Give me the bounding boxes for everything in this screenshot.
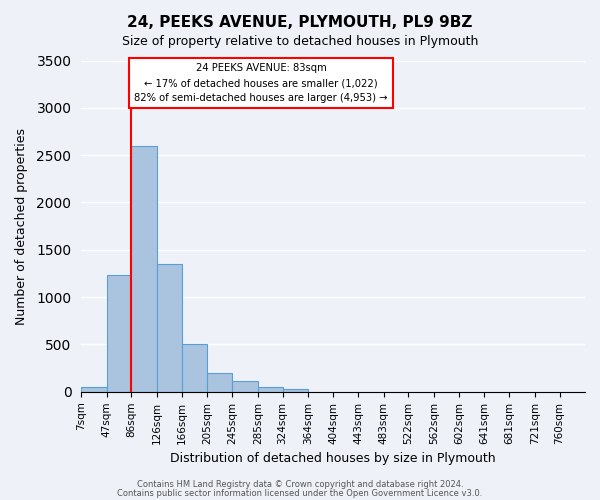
- Text: 24, PEEKS AVENUE, PLYMOUTH, PL9 9BZ: 24, PEEKS AVENUE, PLYMOUTH, PL9 9BZ: [127, 15, 473, 30]
- Bar: [107, 276, 131, 392]
- Y-axis label: Number of detached properties: Number of detached properties: [15, 128, 28, 324]
- Bar: [81, 387, 107, 392]
- Bar: [258, 387, 283, 392]
- Bar: [182, 344, 207, 392]
- Bar: [131, 146, 157, 392]
- X-axis label: Distribution of detached houses by size in Plymouth: Distribution of detached houses by size …: [170, 452, 496, 465]
- Text: Contains public sector information licensed under the Open Government Licence v3: Contains public sector information licen…: [118, 488, 482, 498]
- Text: 24 PEEKS AVENUE: 83sqm
← 17% of detached houses are smaller (1,022)
82% of semi-: 24 PEEKS AVENUE: 83sqm ← 17% of detached…: [134, 64, 388, 103]
- Bar: [283, 389, 308, 392]
- Bar: [207, 373, 232, 392]
- Text: Size of property relative to detached houses in Plymouth: Size of property relative to detached ho…: [122, 35, 478, 48]
- Bar: [157, 264, 182, 392]
- Bar: [232, 382, 258, 392]
- Text: Contains HM Land Registry data © Crown copyright and database right 2024.: Contains HM Land Registry data © Crown c…: [137, 480, 463, 489]
